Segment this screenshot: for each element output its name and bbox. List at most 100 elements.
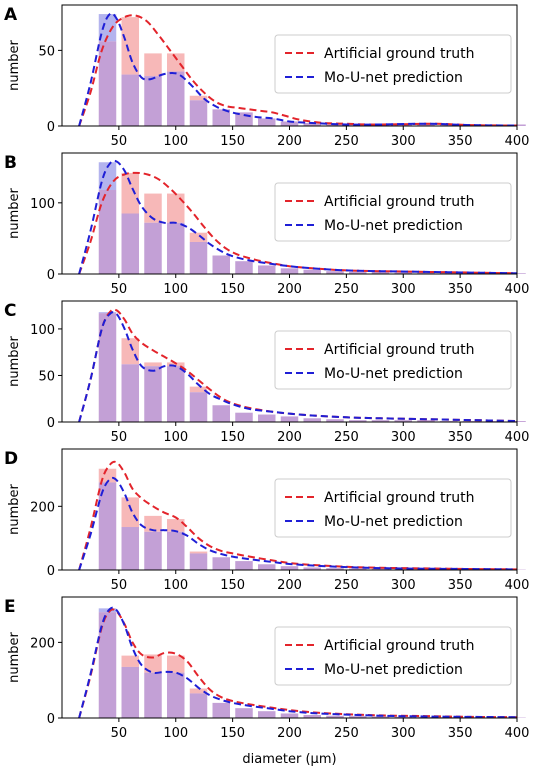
x-tick-label: 300 bbox=[391, 134, 416, 149]
y-tick-label: 50 bbox=[38, 44, 55, 59]
legend-truth-label: Artificial ground truth bbox=[324, 46, 475, 62]
x-tick-label: 100 bbox=[163, 578, 188, 593]
overlap-bar bbox=[281, 566, 299, 570]
overlap-bar bbox=[281, 268, 299, 274]
x-tick-label: 300 bbox=[391, 430, 416, 445]
overlap-bar bbox=[122, 527, 140, 570]
overlap-bar bbox=[99, 313, 117, 422]
y-axis-label: number bbox=[7, 187, 22, 238]
x-tick-label: 350 bbox=[448, 134, 473, 149]
truth-bar-excess bbox=[122, 497, 140, 527]
x-tick-label: 200 bbox=[277, 726, 302, 741]
legend-pred-label: Mo-U-net prediction bbox=[324, 218, 463, 234]
x-tick-label: 400 bbox=[505, 134, 530, 149]
overlap-bar bbox=[167, 673, 185, 718]
overlap-bar bbox=[99, 190, 117, 274]
legend-pred-label: Mo-U-net prediction bbox=[324, 366, 463, 382]
truth-bar-excess bbox=[190, 552, 208, 554]
x-tick-label: 400 bbox=[505, 726, 530, 741]
overlap-bar bbox=[144, 532, 162, 570]
x-tick-label: 400 bbox=[505, 282, 530, 297]
x-tick-label: 350 bbox=[448, 430, 473, 445]
panel-label: E bbox=[4, 597, 16, 617]
y-tick-label: 200 bbox=[30, 500, 55, 515]
overlap-bar bbox=[235, 561, 253, 570]
panel-label: C bbox=[4, 301, 16, 321]
pred-bar-excess bbox=[99, 312, 117, 313]
x-tick-label: 250 bbox=[334, 578, 359, 593]
overlap-bar bbox=[190, 392, 208, 422]
overlap-bar bbox=[190, 693, 208, 718]
legend-pred-label: Mo-U-net prediction bbox=[324, 70, 463, 86]
truth-bar-excess bbox=[122, 17, 140, 74]
overlap-bar bbox=[167, 72, 185, 126]
x-tick-label: 150 bbox=[220, 578, 245, 593]
x-tick-label: 150 bbox=[220, 430, 245, 445]
legend-pred-label: Mo-U-net prediction bbox=[324, 514, 463, 530]
overlap-bar bbox=[235, 708, 253, 718]
overlap-bar bbox=[258, 118, 276, 126]
overlap-bar bbox=[144, 76, 162, 126]
overlap-bar bbox=[258, 711, 276, 718]
overlap-bar bbox=[304, 270, 322, 274]
overlap-bar bbox=[190, 553, 208, 570]
overlap-bar bbox=[213, 255, 231, 274]
legend-truth-label: Artificial ground truth bbox=[324, 638, 475, 654]
x-tick-label: 400 bbox=[505, 430, 530, 445]
x-tick-label: 300 bbox=[391, 726, 416, 741]
x-tick-label: 50 bbox=[111, 578, 128, 593]
x-tick-label: 200 bbox=[277, 578, 302, 593]
truth-bar-excess bbox=[167, 656, 185, 673]
x-tick-label: 250 bbox=[334, 282, 359, 297]
x-tick-label: 250 bbox=[334, 430, 359, 445]
x-tick-label: 250 bbox=[334, 726, 359, 741]
truth-bar-excess bbox=[190, 233, 208, 242]
y-axis-label: number bbox=[7, 483, 22, 534]
legend-pred-label: Mo-U-net prediction bbox=[324, 662, 463, 678]
overlap-bar bbox=[122, 667, 140, 718]
overlap-bar bbox=[235, 413, 253, 422]
legend-truth-label: Artificial ground truth bbox=[324, 342, 475, 358]
overlap-bar bbox=[167, 223, 185, 274]
x-tick-label: 300 bbox=[391, 578, 416, 593]
truth-bar-excess bbox=[167, 519, 185, 532]
x-tick-label: 350 bbox=[448, 726, 473, 741]
x-tick-label: 50 bbox=[111, 726, 128, 741]
overlap-bar bbox=[258, 564, 276, 570]
truth-bar-excess bbox=[167, 53, 185, 71]
y-tick-label: 0 bbox=[47, 712, 55, 727]
y-axis-label: number bbox=[7, 631, 22, 682]
truth-bar-excess bbox=[144, 53, 162, 76]
legend: Artificial ground truth Mo-U-net predicti… bbox=[275, 331, 511, 389]
panel-label: B bbox=[4, 153, 17, 173]
x-tick-label: 100 bbox=[163, 134, 188, 149]
x-tick-label: 150 bbox=[220, 726, 245, 741]
overlap-bar bbox=[167, 366, 185, 422]
overlap-bar bbox=[122, 75, 140, 126]
panel-label: A bbox=[4, 5, 18, 25]
y-tick-label: 0 bbox=[47, 416, 55, 431]
x-tick-label: 200 bbox=[277, 134, 302, 149]
overlap-bar bbox=[258, 415, 276, 422]
x-tick-label: 200 bbox=[277, 282, 302, 297]
x-tick-label: 50 bbox=[111, 282, 128, 297]
y-tick-label: 200 bbox=[30, 636, 55, 651]
y-tick-label: 100 bbox=[30, 323, 55, 338]
x-axis-label: diameter (µm) bbox=[242, 752, 336, 767]
y-tick-label: 0 bbox=[47, 268, 55, 283]
truth-bar-excess bbox=[167, 194, 185, 223]
truth-bar-excess bbox=[144, 362, 162, 366]
x-tick-label: 350 bbox=[448, 578, 473, 593]
legend: Artificial ground truth Mo-U-net predicti… bbox=[275, 35, 511, 93]
overlap-bar bbox=[281, 416, 299, 422]
overlap-bar bbox=[213, 557, 231, 570]
x-tick-label: 100 bbox=[163, 430, 188, 445]
